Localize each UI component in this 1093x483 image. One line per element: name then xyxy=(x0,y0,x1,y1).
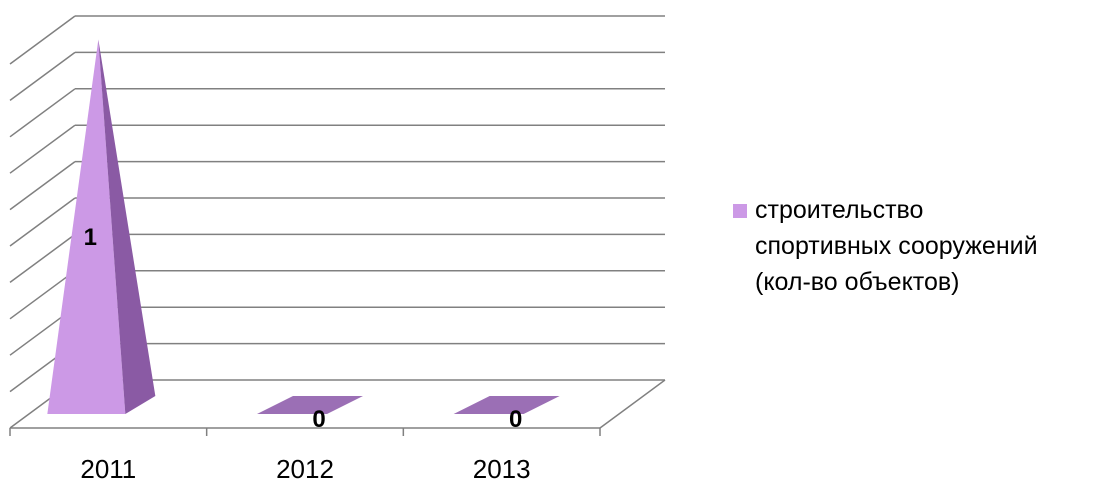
bar-2011-front xyxy=(47,39,126,415)
gridline-depth xyxy=(9,233,76,284)
gridline-depth xyxy=(9,124,76,174)
data-label-2012: 0 xyxy=(312,406,325,433)
gridline-depth xyxy=(9,160,76,211)
gridline-depth xyxy=(9,88,76,138)
legend-line-2: спортивных сооружений xyxy=(755,232,1038,260)
x-tick-label-2012: 2012 xyxy=(276,454,334,483)
x-tick-label-2013: 2013 xyxy=(473,454,531,483)
data-label-2011: 1 xyxy=(84,224,97,251)
bar-2013 xyxy=(453,396,560,414)
bar-series xyxy=(47,39,560,415)
legend-line-3: (кол-во объектов) xyxy=(755,268,960,296)
legend-label: строительство спортивных сооружений (кол… xyxy=(755,192,1038,300)
floor-right-edge xyxy=(599,379,666,429)
data-label-2013: 0 xyxy=(509,406,522,433)
legend-line-1: строительство xyxy=(755,196,924,224)
legend-swatch xyxy=(733,204,747,218)
gridline-depth xyxy=(9,197,76,247)
x-axis xyxy=(9,379,666,436)
bar-2011-side xyxy=(98,39,156,415)
bar-2012 xyxy=(257,396,363,414)
gridline-depth xyxy=(9,15,76,65)
tick-labels: 1 2011 0 2012 0 2013 xyxy=(80,224,530,483)
gridline-depth xyxy=(9,270,76,320)
gridline-depth xyxy=(9,51,76,102)
x-tick-label-2011: 2011 xyxy=(80,454,136,483)
